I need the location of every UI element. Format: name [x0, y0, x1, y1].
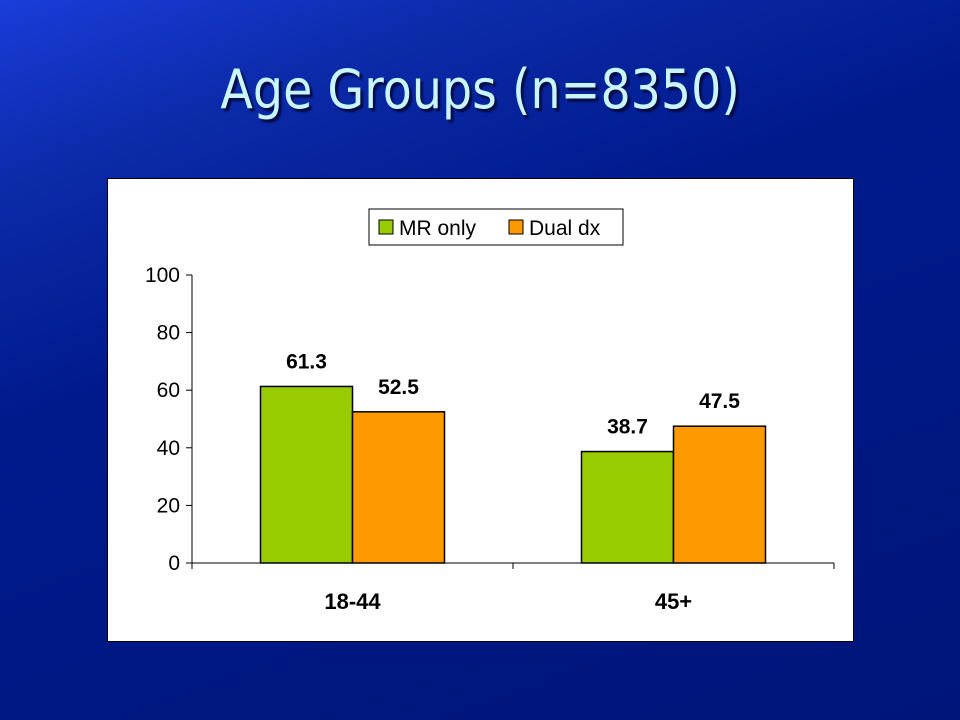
y-tick-label: 60 [157, 379, 180, 402]
legend-label: Dual dx [529, 217, 601, 240]
x-category-label: 18-44 [324, 589, 381, 614]
legend-swatch [378, 219, 394, 235]
y-tick-label: 80 [157, 322, 180, 345]
y-tick-label: 40 [157, 437, 180, 460]
y-tick-label: 20 [157, 494, 180, 517]
legend-label: MR only [399, 217, 477, 240]
bar-dual-dx-45- [672, 425, 767, 564]
bar-mr-only-18-44 [259, 385, 354, 564]
slide-title: Age Groups (n=8350) [0, 58, 960, 121]
data-label: 38.7 [607, 416, 648, 439]
y-tick-label: 0 [168, 552, 180, 575]
legend-box [368, 208, 624, 246]
chart-panel: 0 20 40 60 80 100 61.3 52.5 18-44 38.7 47.5 45+ MR o… [107, 178, 854, 642]
data-label: 61.3 [286, 350, 327, 373]
x-category-label: 45+ [655, 589, 692, 614]
bar-chart: 0 20 40 60 80 100 61.3 52.5 18-44 38.7 47.5 45+ MR o… [145, 208, 835, 614]
y-tick-label: 100 [145, 264, 180, 287]
slide-title-text: Age Groups (n=8350) [220, 58, 740, 121]
data-label: 47.5 [699, 390, 740, 413]
bar-dual-dx-18-44 [351, 411, 446, 564]
bar-mr-only-45- [580, 450, 675, 564]
data-label: 52.5 [378, 376, 419, 399]
legend-swatch [508, 219, 524, 235]
